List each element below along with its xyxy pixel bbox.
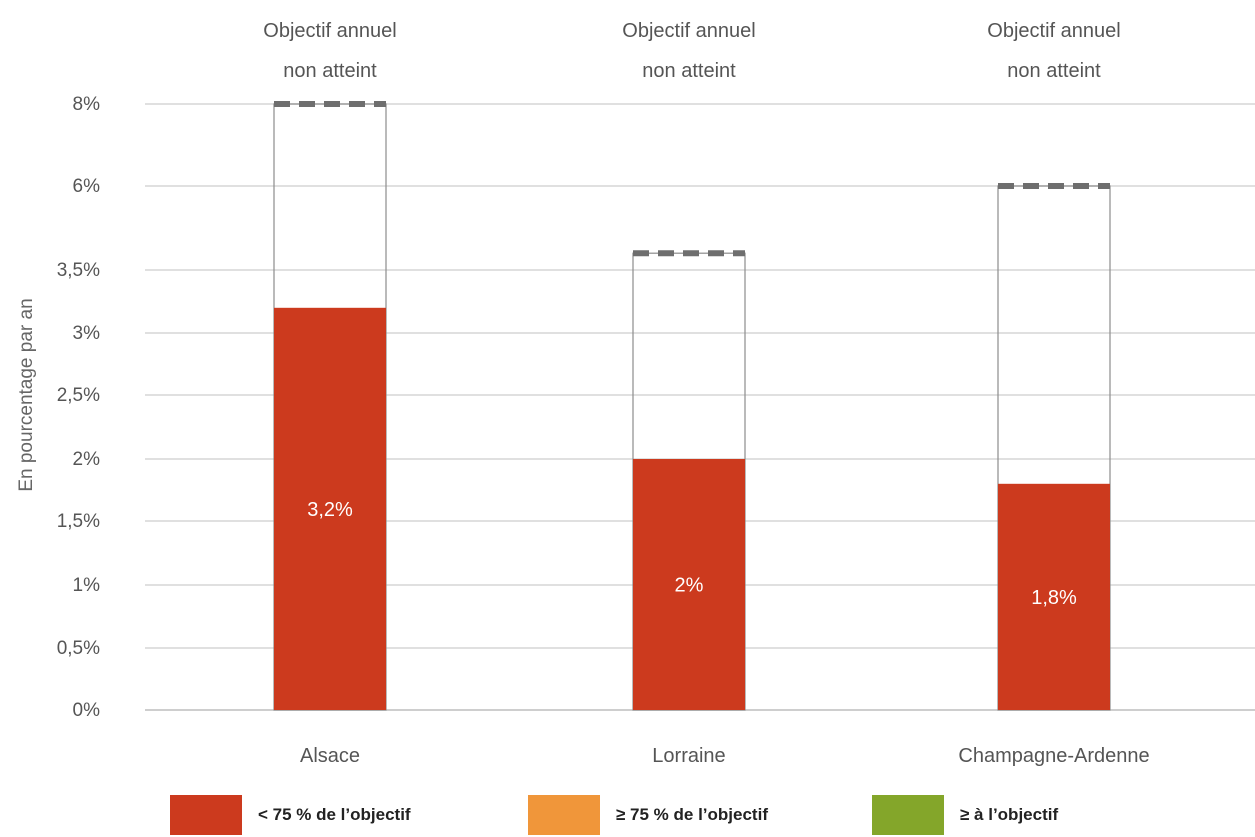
y-tick-label: 3,5% (57, 260, 100, 281)
bar-chart: 0% 0,5% 1% 1,5% 2% 2,5% 3% 3,5% 6% 8% En pourcenta… (16, 20, 1255, 767)
data-label: 2% (675, 575, 704, 597)
bar (998, 483, 1110, 710)
objective-annotation: non atteint (283, 60, 377, 82)
objective-annotation: non atteint (1007, 60, 1101, 82)
legend-swatch-orange (528, 795, 600, 835)
data-label: 3,2% (307, 499, 353, 521)
y-tick-label: 0,5% (57, 638, 100, 659)
objective-annotation: Objectif annuel (987, 20, 1120, 42)
y-axis-label: En pourcentage par an (16, 298, 37, 491)
y-tick-label: 2,5% (57, 385, 100, 406)
legend-item-orange: ≥ 75 % de l’objectif (528, 795, 768, 835)
objective-annotation: Objectif annuel (263, 20, 396, 42)
y-tick-label: 3% (73, 323, 101, 344)
legend-item-green: ≥ à l’objectif (872, 795, 1058, 835)
x-tick-label: Lorraine (652, 745, 725, 767)
objective-annotation: non atteint (642, 60, 736, 82)
x-tick-label: Alsace (300, 745, 360, 767)
legend-label-red: < 75 % de l’objectif (258, 805, 411, 824)
x-tick-label: Champagne-Ardenne (958, 745, 1149, 767)
y-tick-label: 1% (73, 575, 101, 596)
y-tick-label: 8% (73, 94, 101, 115)
y-tick-label: 6% (73, 176, 101, 197)
y-tick-label: 2% (73, 449, 101, 470)
legend-label-orange: ≥ 75 % de l’objectif (616, 805, 768, 824)
legend-label-green: ≥ à l’objectif (960, 805, 1059, 824)
legend-item-red: < 75 % de l’objectif (170, 795, 411, 835)
objective-annotation: Objectif annuel (622, 20, 755, 42)
legend-swatch-red (170, 795, 242, 835)
y-tick-label: 1,5% (57, 511, 100, 532)
y-tick-label: 0% (73, 700, 101, 721)
data-label: 1,8% (1031, 587, 1077, 609)
legend-swatch-green (872, 795, 944, 835)
bar (633, 459, 745, 710)
bar (274, 307, 386, 710)
